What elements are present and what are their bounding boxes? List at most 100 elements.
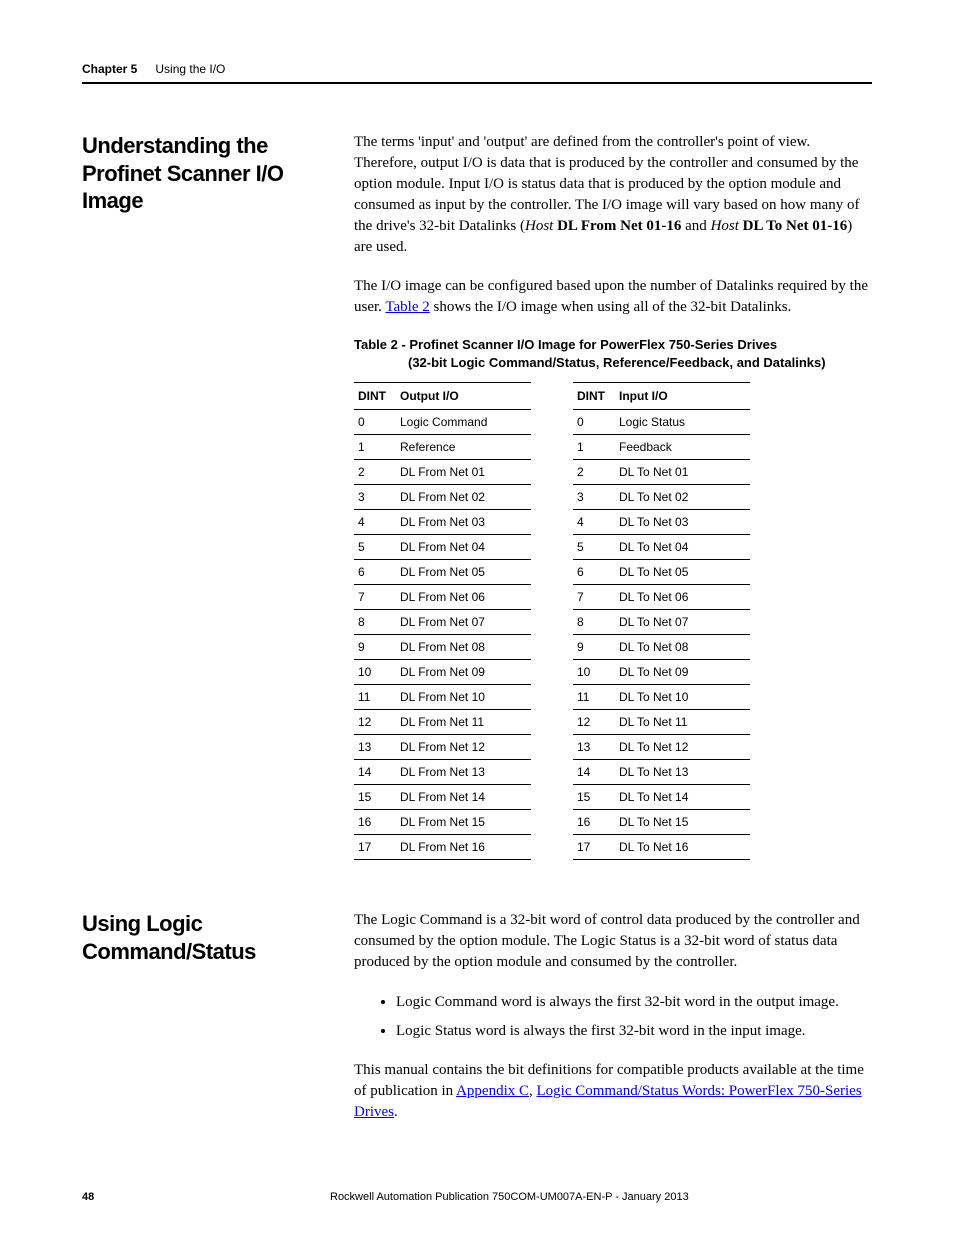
bullet-list: Logic Command word is always the first 3… <box>354 991 872 1042</box>
table-cell-dint: 14 <box>354 760 396 785</box>
table-row: 17DL From Net 16 <box>354 835 531 860</box>
table-title-line2: (32-bit Logic Command/Status, Reference/… <box>354 354 872 372</box>
table-cell-dint: 11 <box>354 685 396 710</box>
table-cell-value: DL To Net 03 <box>615 510 750 535</box>
section-logic-command: Using Logic Command/Status The Logic Com… <box>82 910 872 1141</box>
table-row: 8DL From Net 07 <box>354 610 531 635</box>
table-row: 4DL From Net 03 <box>354 510 531 535</box>
text: . <box>394 1104 398 1120</box>
body-paragraph: The Logic Command is a 32-bit word of co… <box>354 910 872 973</box>
table-cell-dint: 3 <box>354 485 396 510</box>
section-heading: Understanding the Profinet Scanner I/O I… <box>82 132 330 215</box>
table-cell-dint: 4 <box>573 510 615 535</box>
table-cell-dint: 1 <box>354 435 396 460</box>
table-cell-dint: 12 <box>354 710 396 735</box>
table-row: 1Feedback <box>573 435 750 460</box>
table-row: 6DL From Net 05 <box>354 560 531 585</box>
tables-wrap: DINT Output I/O 0Logic Command1Reference… <box>354 382 872 860</box>
table-cell-dint: 2 <box>573 460 615 485</box>
table-cell-dint: 9 <box>573 635 615 660</box>
table-cell-value: DL From Net 08 <box>396 635 531 660</box>
table-cell-dint: 5 <box>354 535 396 560</box>
table-cell-value: DL From Net 14 <box>396 785 531 810</box>
table-cell-dint: 10 <box>354 660 396 685</box>
table-row: 15DL From Net 14 <box>354 785 531 810</box>
output-io-tbody: 0Logic Command1Reference2DL From Net 013… <box>354 410 531 860</box>
table-cell-dint: 9 <box>354 635 396 660</box>
bullet-item: Logic Command word is always the first 3… <box>396 991 872 1014</box>
table-row: 16DL From Net 15 <box>354 810 531 835</box>
table-cell-value: DL To Net 08 <box>615 635 750 660</box>
text-bold: DL From Net 01-16 <box>553 218 681 234</box>
text-italic: Host <box>711 218 739 234</box>
table-cell-dint: 0 <box>573 410 615 435</box>
table-cell-value: Logic Status <box>615 410 750 435</box>
table-row: 3DL To Net 02 <box>573 485 750 510</box>
table-cell-value: DL From Net 13 <box>396 760 531 785</box>
table-cell-dint: 0 <box>354 410 396 435</box>
table-header: DINT <box>354 383 396 410</box>
table-header: Output I/O <box>396 383 531 410</box>
table-row: 10DL To Net 09 <box>573 660 750 685</box>
chapter-label: Chapter 5 <box>82 62 137 76</box>
input-io-tbody: 0Logic Status1Feedback2DL To Net 013DL T… <box>573 410 750 860</box>
table-row: 12DL From Net 11 <box>354 710 531 735</box>
chapter-title: Using the I/O <box>155 62 225 76</box>
table-cell-value: Feedback <box>615 435 750 460</box>
table-title: Table 2 - Profinet Scanner I/O Image for… <box>354 336 872 372</box>
body-paragraph: The I/O image can be configured based up… <box>354 276 872 318</box>
table-cell-value: DL To Net 05 <box>615 560 750 585</box>
table-row: 10DL From Net 09 <box>354 660 531 685</box>
table-row: 11DL From Net 10 <box>354 685 531 710</box>
text-bold: DL To Net 01-16 <box>739 218 847 234</box>
text: , <box>529 1083 537 1099</box>
publication-info: Rockwell Automation Publication 750COM-U… <box>330 1191 872 1203</box>
table-cell-value: DL To Net 02 <box>615 485 750 510</box>
table-cell-value: DL From Net 12 <box>396 735 531 760</box>
table-row: 12DL To Net 11 <box>573 710 750 735</box>
table-2-link[interactable]: Table 2 <box>385 299 429 315</box>
table-cell-value: DL To Net 01 <box>615 460 750 485</box>
table-cell-value: DL From Net 10 <box>396 685 531 710</box>
table-cell-dint: 3 <box>573 485 615 510</box>
table-cell-dint: 13 <box>354 735 396 760</box>
page-header: Chapter 5 Using the I/O <box>82 62 872 84</box>
table-cell-value: Reference <box>396 435 531 460</box>
table-cell-value: DL To Net 09 <box>615 660 750 685</box>
table-row: 2DL To Net 01 <box>573 460 750 485</box>
table-row: 4DL To Net 03 <box>573 510 750 535</box>
table-cell-value: DL From Net 15 <box>396 810 531 835</box>
table-cell-value: DL From Net 05 <box>396 560 531 585</box>
table-row: 13DL From Net 12 <box>354 735 531 760</box>
table-row: 14DL To Net 13 <box>573 760 750 785</box>
table-cell-dint: 5 <box>573 535 615 560</box>
section-understanding: Understanding the Profinet Scanner I/O I… <box>82 132 872 860</box>
table-header: DINT <box>573 383 615 410</box>
table-row: 13DL To Net 12 <box>573 735 750 760</box>
table-row: 5DL From Net 04 <box>354 535 531 560</box>
output-io-table: DINT Output I/O 0Logic Command1Reference… <box>354 382 531 860</box>
table-cell-dint: 10 <box>573 660 615 685</box>
page-footer: 48 Rockwell Automation Publication 750CO… <box>82 1191 872 1203</box>
body-paragraph: The terms 'input' and 'output' are defin… <box>354 132 872 258</box>
table-cell-value: DL From Net 03 <box>396 510 531 535</box>
bullet-item: Logic Status word is always the first 32… <box>396 1020 872 1043</box>
page-number: 48 <box>82 1191 330 1203</box>
table-cell-value: DL To Net 13 <box>615 760 750 785</box>
table-cell-dint: 15 <box>354 785 396 810</box>
table-row: 5DL To Net 04 <box>573 535 750 560</box>
text: shows the I/O image when using all of th… <box>430 299 792 315</box>
table-cell-dint: 16 <box>573 810 615 835</box>
text: and <box>681 218 710 234</box>
table-cell-value: DL From Net 01 <box>396 460 531 485</box>
table-row: 9DL From Net 08 <box>354 635 531 660</box>
table-cell-dint: 7 <box>573 585 615 610</box>
appendix-c-link[interactable]: Appendix C <box>456 1083 529 1099</box>
table-cell-dint: 16 <box>354 810 396 835</box>
table-header: Input I/O <box>615 383 750 410</box>
table-cell-value: DL To Net 15 <box>615 810 750 835</box>
table-cell-value: DL From Net 11 <box>396 710 531 735</box>
table-row: 2DL From Net 01 <box>354 460 531 485</box>
table-row: 8DL To Net 07 <box>573 610 750 635</box>
table-cell-value: DL To Net 10 <box>615 685 750 710</box>
